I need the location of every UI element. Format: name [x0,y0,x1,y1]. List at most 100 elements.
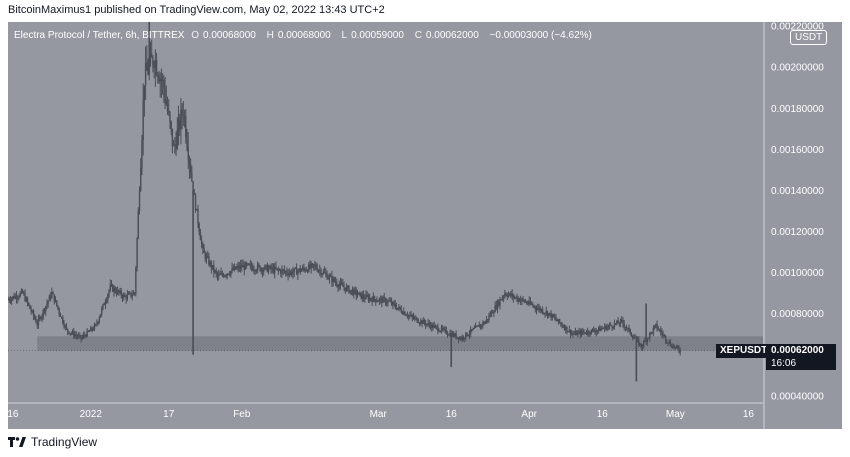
candle-body [228,274,231,276]
candle-body [591,329,594,331]
candle-body [99,313,102,318]
candle-body [205,256,208,260]
candle-body [74,334,76,337]
candle-body [293,268,295,273]
candle-body [421,320,423,324]
candle-body [623,323,625,327]
candle-body [121,295,124,298]
candle-body [449,333,451,336]
candle-body [649,333,651,338]
candle-body [560,322,562,325]
candle-body [349,290,351,293]
candle-body [230,270,232,275]
candle-body [647,337,650,339]
candle-body [337,285,339,288]
candle-body [549,312,551,314]
candle-body [414,317,416,319]
candle-body [142,100,144,140]
chart-area[interactable]: 0.000400000.000600000.000800000.00100000… [8,22,842,429]
candle-body [410,315,412,317]
candle-body [494,305,496,313]
candle-body [422,320,424,324]
candle-body [593,329,595,332]
candle-body [224,275,226,277]
candle-body [31,311,34,313]
candle-body [330,275,332,277]
candle-body [474,326,477,328]
candle-body [462,336,465,339]
candle-body [135,267,137,294]
candle-body [119,290,121,293]
price-chart[interactable]: 0.000400000.000600000.000800000.00100000… [8,22,842,429]
candle-body [496,301,499,309]
candle-body [491,311,494,314]
price-tick-label: 0.00100000 [771,268,824,279]
candle-body [367,296,370,301]
candle-body [619,319,622,324]
candle-body [168,110,170,113]
candle-body [196,208,198,211]
candle-body [489,315,491,317]
candle-body [506,295,508,297]
candle-body [258,264,260,266]
candle-body [622,319,624,324]
candle-body [404,311,406,316]
candle-body [275,266,277,269]
candle-body [435,325,438,327]
candle-body [105,299,108,303]
candle-body [460,337,462,340]
candle-body [136,238,138,268]
candle-body [532,304,534,307]
candle-body [199,232,202,241]
candle-body [193,194,196,196]
candle-body [351,289,354,295]
candle-body [660,329,662,333]
candle-body [433,325,435,328]
candle-body [530,303,533,305]
price-tick-label: 0.00200000 [771,63,824,74]
last-price: 0.00062000 [771,345,824,356]
candle-body [675,346,678,348]
price-tick-label: 0.00120000 [771,227,824,238]
price-tick-label: 0.00040000 [771,391,824,402]
candle-body [225,275,227,277]
candle-body [194,194,197,211]
candle-body [423,320,426,324]
candle-body [254,270,256,272]
candle-body [594,331,596,333]
bar-countdown: 16:06 [771,358,797,369]
candle-body [461,336,463,340]
candle-body [504,293,506,297]
candle-body [379,298,382,300]
candle-body [103,304,105,306]
low-label: L [341,30,348,41]
candle-body [101,308,103,314]
candle-body [21,290,24,293]
symbol-description[interactable]: Electra Protocol / Tether, 6h, BITTREX [14,30,185,41]
candle-body [157,74,159,78]
candle-body [248,263,250,265]
candle-body [68,331,70,334]
candle-body [617,320,619,324]
candle-body [18,296,20,298]
candle-body [130,292,132,297]
candle-body [432,324,434,328]
candle-body [263,269,265,272]
candle-body [69,333,71,335]
candle-body [217,274,220,277]
candle-body [250,264,253,268]
candle-body [77,335,80,337]
candle-body [127,293,130,295]
candle-body [247,263,249,265]
candle-body [65,325,68,329]
candle-body [53,294,55,302]
candle-body [86,330,88,337]
candle-body [233,266,236,271]
currency-badge[interactable]: USDT [790,30,828,45]
candle-body [150,53,153,58]
candle-body [315,265,317,269]
candle-body [30,308,32,312]
time-tick-label: 16 [8,409,19,420]
candle-body [538,307,540,309]
candle-body [88,330,91,332]
